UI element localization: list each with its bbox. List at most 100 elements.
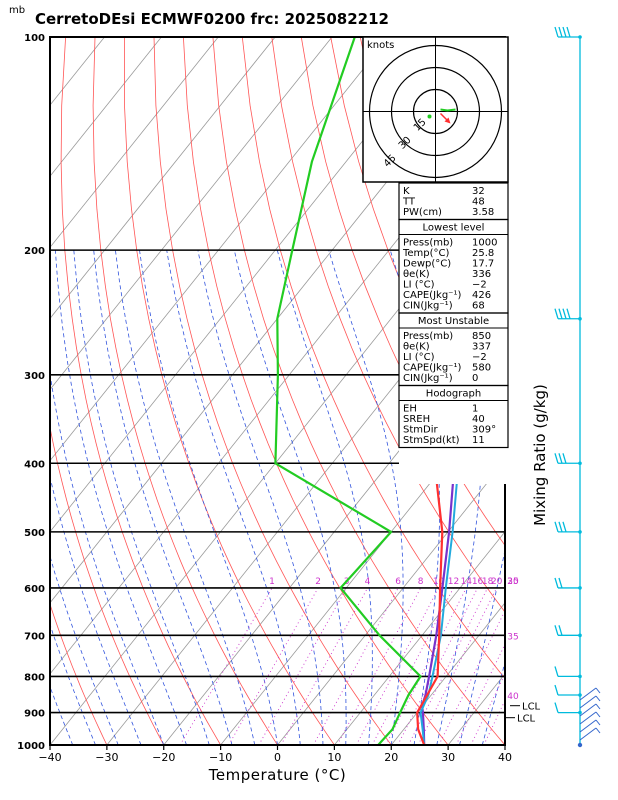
lcl-label: LCL [522,702,541,713]
wind-barb-flag [554,625,559,636]
hodograph-ring [368,44,503,179]
x-tick-label: 30 [441,751,455,764]
wind-barb-flag [554,684,559,696]
wind-barb-flag [554,577,559,589]
wind-barb-low-flag [595,727,601,734]
wind-barb-low-flag [595,711,601,718]
pressure-tick-label: 700 [24,631,45,642]
mixing-ratio-line [179,587,273,745]
table-value: 0 [472,373,478,384]
isotherm [334,531,505,745]
pressure-tick-label: 1000 [17,741,45,752]
mixing-ratio-label: 12 [448,577,459,587]
isotherm [50,37,447,533]
indices-hodograph: Hodograph EH 1 SREH 40 StmDir 309° StmSpd(kt) 11 [398,384,509,449]
wind-dot [578,35,582,39]
wind-barb-flag [562,453,567,464]
table-value: 17.7 [472,259,494,270]
wind-barb-low [579,711,597,725]
table-value: −2 [472,352,487,363]
mixing-ratio-label: 6 [395,577,401,587]
table-value: 426 [472,290,491,301]
wind-barb-low-flag [595,695,601,702]
isotherm [50,37,105,106]
table-key: LI (°C) [403,280,435,291]
dry-adiabat [124,37,335,745]
indices-summary: K 32 TT 48 PW(cm) 3.58 [398,182,509,221]
table-key: PW(cm) [403,207,442,218]
table-section-title: Hodograph [426,389,481,400]
mixing-ratio-line [385,587,467,745]
moist-adiabat [50,554,119,745]
wind-barb-flag [558,26,563,38]
x-tick-label: −30 [95,751,118,764]
table-value: 336 [472,269,491,280]
wind-barb-column [554,26,601,748]
dry-adiabat [596,37,618,745]
wind-barb-low [579,719,597,733]
table-key: LI (°C) [403,352,435,363]
table-key: Temp(°C) [402,248,450,259]
wind-barb-low-flag [595,687,601,694]
wind-barb-low [579,687,597,701]
hodograph-ring [390,66,481,157]
isotherm [50,37,162,177]
table-value: −2 [472,280,487,291]
wind-barb-low [579,703,597,717]
table-key: θe(K) [403,342,430,353]
isotherm [390,602,505,745]
isotherm [50,37,276,320]
isotherm [50,175,505,745]
isotherm [504,744,505,745]
dry-adiabat [183,37,449,745]
table-key: Press(mb) [403,331,453,342]
x-tick-label: 10 [327,751,341,764]
mixing-ratio-label: 35 [507,632,518,642]
table-value: 1000 [472,238,497,249]
wind-barb-low-flag [595,703,601,710]
table-key: Press(mb) [403,238,453,249]
wind-barb-flag [566,308,571,319]
mixing-ratio-line [371,587,454,745]
wind-barb-flag [562,308,567,319]
table-value: 40 [472,414,485,425]
pressure-unit: mb [9,5,26,16]
wind-dot [578,674,582,679]
mixing-ratio-line [280,587,368,745]
table-value: 309° [472,425,496,436]
isotherm [50,37,219,248]
dry-adiabat [566,37,618,745]
pressure-tick-label: 300 [24,371,45,382]
pressure-tick-label: 900 [24,709,45,720]
x-tick-label: −40 [38,751,61,764]
mixing-ratio-label: 18 [482,577,494,587]
isotherm [50,37,333,391]
mixing-ratio-label: 4 [365,577,371,587]
mixing-ratio-axis-title: Mixing Ratio (g/kg) [531,384,549,526]
table-box [398,384,509,449]
wind-barb-flag [562,521,567,533]
dry-adiabat [300,37,505,547]
isotherm [562,37,618,745]
hodograph-point [427,114,432,119]
wind-barb-low [579,695,597,709]
table-key: CIN(Jkg⁻¹) [403,301,453,312]
wind-dot [578,530,582,534]
mixing-ratio-line [355,587,439,745]
wind-barb-flag [554,666,559,677]
dewpoint-profile-line [274,37,422,745]
table-value: 48 [472,197,485,208]
dry-adiabat [537,37,618,745]
isotherm [50,37,390,462]
moist-adiabat [50,475,142,745]
wind-barb-flag [554,308,559,319]
mixing-ratio-line [483,699,505,745]
wind-barb-flag [558,308,563,319]
wind-barb-flag [558,577,563,589]
wind-barb-flag [554,26,559,38]
mixing-ratio-label: 25 [507,577,518,587]
wind-dot [578,633,582,638]
table-section-title: Lowest level [423,223,485,234]
mixing-ratio-label: 10 [433,577,445,587]
